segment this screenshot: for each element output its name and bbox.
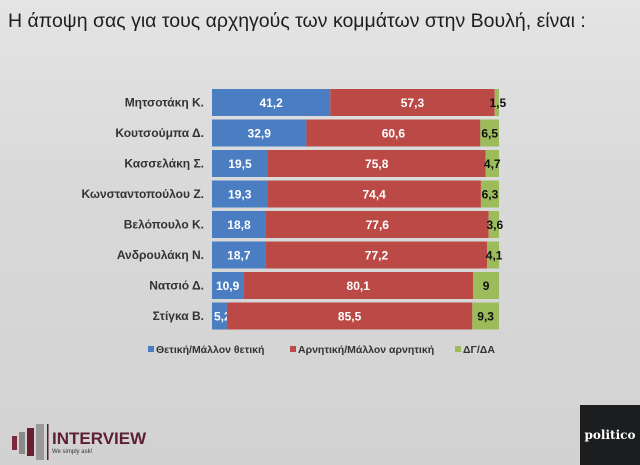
bar-segment — [212, 119, 307, 147]
bar-segment — [306, 119, 481, 147]
data-label: 3,6 — [486, 218, 503, 232]
data-label: 77,2 — [365, 249, 389, 263]
svg-text:We simply ask!: We simply ask! — [52, 449, 93, 455]
category-label: Μητσοτάκη Κ. — [125, 96, 204, 110]
category-label: Κουτσούμπα Δ. — [115, 126, 204, 140]
category-label: Νατσιό Δ. — [149, 279, 204, 293]
legend-label: Θετική/Μάλλον θετική — [156, 344, 264, 356]
data-label: 60,6 — [382, 127, 406, 141]
data-label: 9,3 — [477, 310, 494, 324]
bar-segment — [212, 150, 268, 177]
data-label: 32,9 — [248, 127, 272, 141]
bar-segment — [480, 119, 499, 147]
legend-swatch — [148, 346, 154, 352]
bar-segment — [488, 211, 499, 238]
data-label: 77,6 — [366, 218, 390, 232]
bar-segment — [265, 211, 489, 238]
data-label: 57,3 — [401, 96, 425, 110]
bar-segment — [265, 241, 488, 269]
category-label: Ανδρουλάκη Ν. — [117, 248, 204, 262]
legend-swatch — [290, 346, 296, 352]
legend-swatch — [455, 346, 461, 352]
bar-segment — [212, 272, 244, 299]
data-label: 19,3 — [228, 188, 252, 202]
data-label: 41,2 — [259, 96, 283, 110]
bar-segment — [226, 302, 473, 330]
bar-segment — [212, 89, 331, 116]
data-label: 80,1 — [347, 279, 371, 293]
data-label: 18,8 — [227, 218, 251, 232]
bar-segment — [330, 89, 495, 116]
data-label: 10,9 — [216, 279, 240, 293]
category-label: Κωνσταντοπούλου Ζ. — [81, 187, 204, 201]
data-label: 19,5 — [228, 157, 252, 171]
interview-logo: INTERVIEW We simply ask! — [12, 424, 147, 460]
data-label: 75,8 — [365, 157, 389, 171]
legend-label: Αρνητική/Μάλλον αρνητική — [298, 344, 434, 356]
bar-segment — [212, 241, 266, 269]
category-label: Στίγκα Β. — [153, 309, 204, 323]
bar-segment — [267, 150, 486, 177]
data-label: 74,4 — [362, 188, 386, 202]
data-label: 85,5 — [338, 310, 362, 324]
svg-text:INTERVIEW: INTERVIEW — [52, 429, 147, 448]
bar-segment — [212, 211, 266, 238]
bar-segment — [212, 180, 268, 208]
data-label: 4,1 — [486, 249, 503, 263]
data-label: 5,2 — [214, 310, 231, 324]
bar-segment — [473, 272, 499, 299]
data-label: 18,7 — [227, 249, 251, 263]
data-label: 4,7 — [484, 157, 501, 171]
bar-segment — [480, 180, 499, 208]
stacked-bar-chart: Μητσοτάκη Κ. 41,2 57,3 1,5 Κουτσούμπα Δ. 32,9… — [81, 89, 507, 356]
data-label: 6,3 — [482, 188, 499, 202]
bar-segment — [485, 150, 499, 177]
data-label: 1,5 — [490, 96, 507, 110]
category-label: Βελόπουλο Κ. — [124, 218, 204, 232]
bar-segment — [487, 241, 499, 269]
bar-segment — [472, 302, 499, 330]
category-label: Κασσελάκη Σ. — [124, 157, 204, 171]
politico-logo: politico — [580, 405, 640, 465]
bar-segment — [243, 272, 474, 299]
bar-segment — [494, 89, 499, 116]
bar-segment — [212, 302, 227, 330]
bar-segment — [267, 180, 481, 208]
chart-title: Η άποψη σας για τους αρχηγούς των κομμάτ… — [8, 10, 586, 32]
data-label: 6,5 — [481, 127, 498, 141]
data-label: 9 — [483, 279, 490, 293]
legend-label: ΔΓ/ΔΑ — [463, 344, 495, 356]
